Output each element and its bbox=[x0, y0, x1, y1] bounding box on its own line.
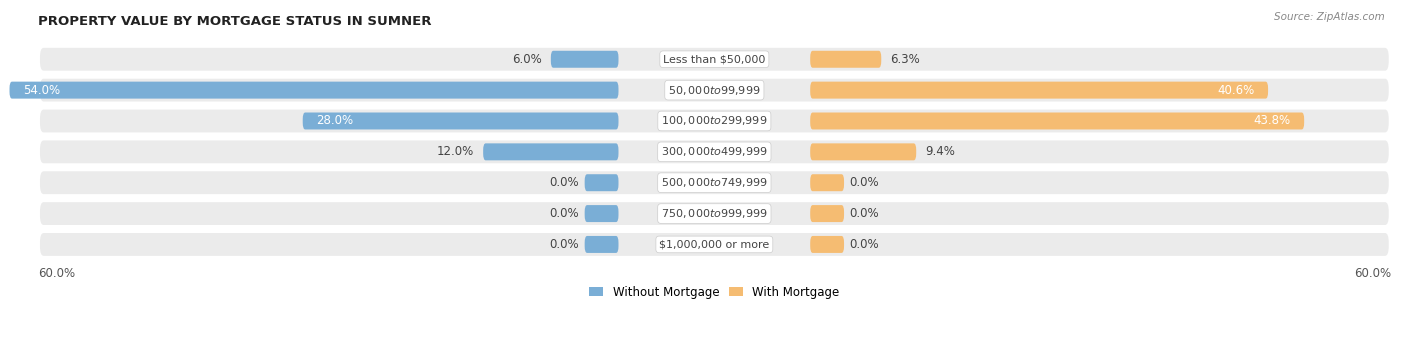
FancyBboxPatch shape bbox=[39, 79, 1389, 102]
FancyBboxPatch shape bbox=[39, 109, 1389, 132]
Text: 9.4%: 9.4% bbox=[925, 145, 955, 158]
FancyBboxPatch shape bbox=[10, 81, 619, 99]
Text: 12.0%: 12.0% bbox=[437, 145, 474, 158]
Text: 60.0%: 60.0% bbox=[38, 267, 75, 280]
Text: Less than $50,000: Less than $50,000 bbox=[664, 54, 765, 64]
Text: $1,000,000 or more: $1,000,000 or more bbox=[659, 239, 769, 250]
FancyBboxPatch shape bbox=[39, 140, 1389, 163]
Text: 60.0%: 60.0% bbox=[1354, 267, 1391, 280]
Text: 0.0%: 0.0% bbox=[550, 238, 579, 251]
Text: $500,000 to $749,999: $500,000 to $749,999 bbox=[661, 176, 768, 189]
Text: $100,000 to $299,999: $100,000 to $299,999 bbox=[661, 115, 768, 128]
Text: 43.8%: 43.8% bbox=[1254, 115, 1291, 128]
Text: 0.0%: 0.0% bbox=[550, 207, 579, 220]
Text: 0.0%: 0.0% bbox=[849, 176, 879, 189]
FancyBboxPatch shape bbox=[585, 205, 619, 222]
Text: 6.3%: 6.3% bbox=[890, 53, 920, 66]
FancyBboxPatch shape bbox=[810, 51, 882, 68]
Text: 6.0%: 6.0% bbox=[512, 53, 541, 66]
Text: 54.0%: 54.0% bbox=[22, 84, 60, 97]
Text: PROPERTY VALUE BY MORTGAGE STATUS IN SUMNER: PROPERTY VALUE BY MORTGAGE STATUS IN SUM… bbox=[38, 15, 432, 28]
FancyBboxPatch shape bbox=[585, 236, 619, 253]
Text: $750,000 to $999,999: $750,000 to $999,999 bbox=[661, 207, 768, 220]
FancyBboxPatch shape bbox=[39, 171, 1389, 194]
Text: 0.0%: 0.0% bbox=[849, 238, 879, 251]
Text: $50,000 to $99,999: $50,000 to $99,999 bbox=[668, 84, 761, 97]
FancyBboxPatch shape bbox=[810, 81, 1268, 99]
FancyBboxPatch shape bbox=[810, 205, 844, 222]
FancyBboxPatch shape bbox=[551, 51, 619, 68]
FancyBboxPatch shape bbox=[810, 174, 844, 191]
Text: 40.6%: 40.6% bbox=[1218, 84, 1254, 97]
Text: $300,000 to $499,999: $300,000 to $499,999 bbox=[661, 145, 768, 158]
FancyBboxPatch shape bbox=[302, 113, 619, 130]
Text: Source: ZipAtlas.com: Source: ZipAtlas.com bbox=[1274, 12, 1385, 22]
FancyBboxPatch shape bbox=[810, 236, 844, 253]
Text: 0.0%: 0.0% bbox=[550, 176, 579, 189]
Text: 28.0%: 28.0% bbox=[316, 115, 353, 128]
FancyBboxPatch shape bbox=[810, 113, 1305, 130]
FancyBboxPatch shape bbox=[39, 48, 1389, 71]
Text: 0.0%: 0.0% bbox=[849, 207, 879, 220]
FancyBboxPatch shape bbox=[810, 143, 917, 160]
FancyBboxPatch shape bbox=[585, 174, 619, 191]
Legend: Without Mortgage, With Mortgage: Without Mortgage, With Mortgage bbox=[585, 281, 845, 303]
FancyBboxPatch shape bbox=[39, 202, 1389, 225]
FancyBboxPatch shape bbox=[484, 143, 619, 160]
FancyBboxPatch shape bbox=[39, 233, 1389, 256]
